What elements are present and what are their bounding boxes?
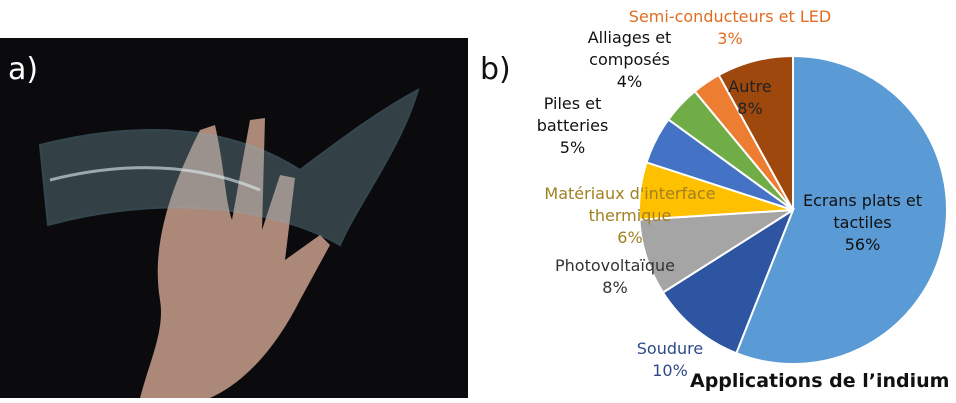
slice-label: Semi-conducteurs et LED 3%: [610, 6, 850, 50]
value-label: 6%: [617, 228, 643, 247]
value-label: 5%: [559, 138, 586, 157]
value-label: 56%: [844, 235, 881, 254]
slice-label: Photovoltaïque 8%: [540, 255, 690, 299]
slice-label: Alliages et composés 4%: [572, 27, 687, 93]
panel-label: b): [480, 52, 511, 87]
category-label: Piles et batteries: [536, 94, 609, 135]
chart-title: Applications de l’indium: [690, 370, 950, 392]
pie-slice: [735, 54, 948, 365]
category-label: Ecrans plats et tactiles: [802, 191, 923, 232]
slice-label: Piles et batteries 5%: [525, 93, 620, 159]
value-label: 8%: [602, 278, 628, 297]
slice-label: Ecrans plats et tactiles 56%: [800, 190, 925, 256]
category-label: Soudure: [636, 339, 704, 358]
panel-label: a): [8, 52, 39, 87]
category-label: Matériaux d'interface thermique: [544, 184, 716, 225]
slice-label: Matériaux d'interface thermique 6%: [530, 183, 730, 249]
photo: [0, 38, 468, 398]
category-label: Photovoltaïque: [554, 256, 675, 275]
slice-label: Autre 8%: [720, 76, 780, 120]
category-label: Autre: [728, 77, 772, 96]
slice-label: Soudure 10%: [615, 338, 725, 382]
pie-slice: [661, 207, 796, 355]
value-label: 10%: [652, 361, 688, 380]
value-label: 3%: [717, 29, 743, 48]
value-label: 4%: [616, 72, 643, 91]
category-label: Semi-conducteurs et LED: [628, 7, 832, 26]
pie-slice: [717, 54, 794, 211]
category-label: Alliages et composés: [587, 28, 672, 69]
value-label: 8%: [737, 99, 763, 118]
pie: [638, 54, 948, 365]
